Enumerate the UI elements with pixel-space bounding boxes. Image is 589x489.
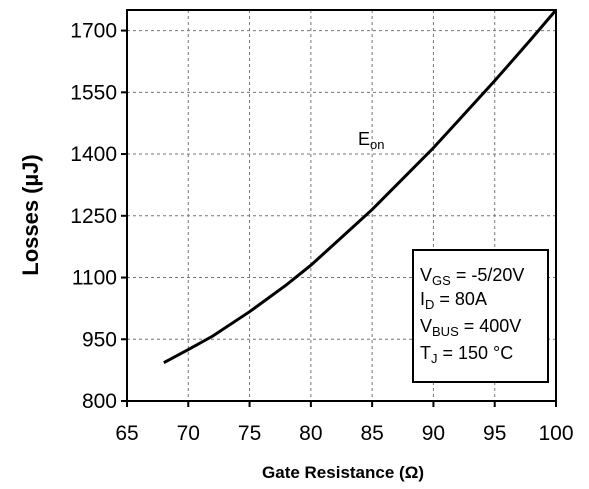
condition-vbus: VBUS = 400V bbox=[420, 316, 521, 339]
y-tick-label: 950 bbox=[82, 328, 117, 351]
curve-label-eon: Eon bbox=[358, 129, 384, 152]
curve-label-main: E bbox=[358, 129, 370, 149]
y-tick-label: 1400 bbox=[70, 143, 117, 166]
y-tick-label: 800 bbox=[82, 390, 117, 413]
x-tick-label: 80 bbox=[299, 422, 322, 445]
y-tick-label: 1550 bbox=[70, 81, 117, 104]
y-tick-label: 1100 bbox=[72, 267, 117, 290]
condition-tj: TJ = 150 °C bbox=[420, 343, 513, 366]
x-tick-label: 65 bbox=[115, 422, 138, 445]
y-tick-label: 1250 bbox=[70, 205, 117, 228]
y-tick-label: 1700 bbox=[70, 20, 117, 43]
x-axis-label: Gate Resistance (Ω) bbox=[262, 463, 424, 482]
condition-id: ID = 80A bbox=[420, 289, 487, 312]
x-tick-label: 90 bbox=[422, 422, 445, 445]
conditions-box: VGS = -5/20V ID = 80A VBUS = 400V TJ = 1… bbox=[412, 249, 549, 383]
x-tick-label: 95 bbox=[483, 422, 506, 445]
series-line-eon bbox=[163, 9, 558, 365]
tick-labels: 65 70 75 80 85 90 95 100 800 950 1100 1250 1400 1550 1… bbox=[70, 20, 573, 445]
plot-area-frame bbox=[126, 9, 557, 402]
x-tick-label: 70 bbox=[177, 422, 200, 445]
x-tick-label: 85 bbox=[360, 422, 383, 445]
conditions-box-frame bbox=[412, 249, 549, 383]
condition-vgs: VGS = -5/20V bbox=[420, 265, 524, 288]
x-tick-label: 100 bbox=[538, 422, 573, 445]
curve-label-sub: on bbox=[370, 137, 384, 152]
x-tick-label: 75 bbox=[238, 422, 261, 445]
y-axis-label: Losses (µJ) bbox=[18, 154, 43, 276]
